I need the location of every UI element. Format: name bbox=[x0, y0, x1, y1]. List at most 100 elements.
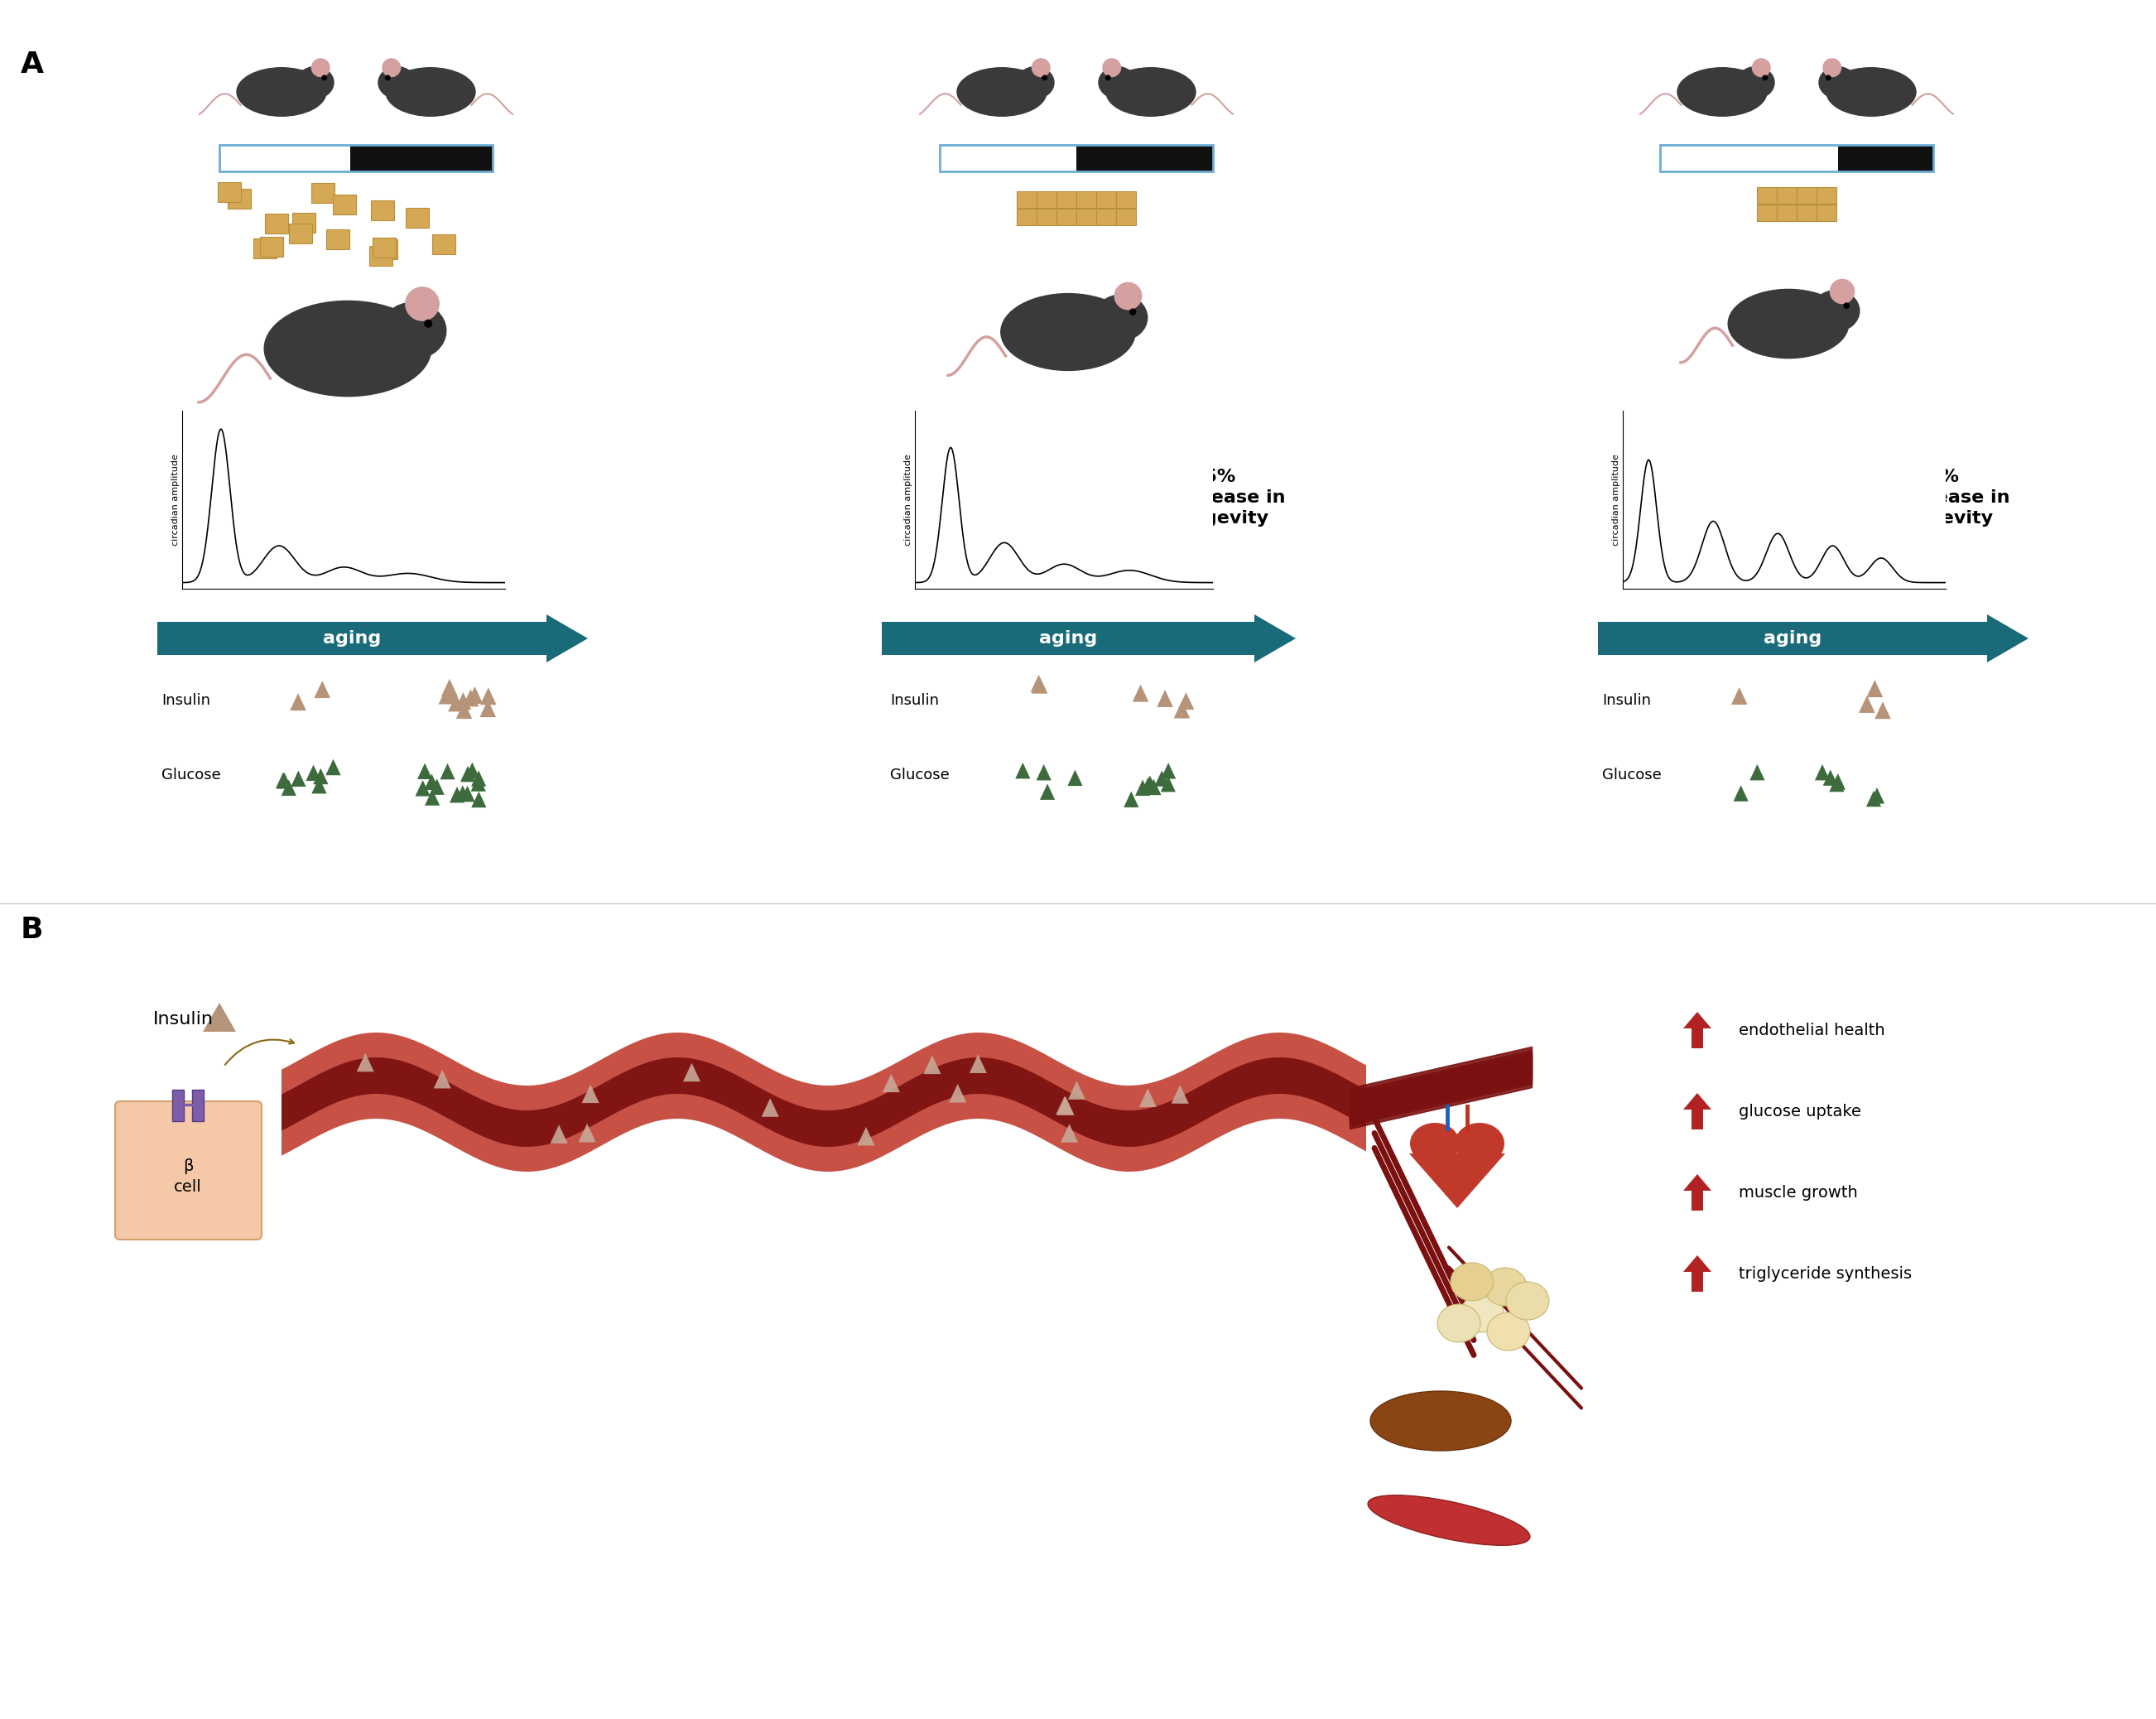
Text: glucose uptake: glucose uptake bbox=[1738, 1104, 1861, 1119]
Polygon shape bbox=[858, 1128, 875, 1145]
FancyBboxPatch shape bbox=[433, 234, 455, 254]
Polygon shape bbox=[442, 679, 457, 696]
Circle shape bbox=[382, 58, 401, 77]
Polygon shape bbox=[1067, 1081, 1084, 1100]
Polygon shape bbox=[470, 775, 485, 791]
FancyBboxPatch shape bbox=[1818, 205, 1837, 222]
Circle shape bbox=[313, 58, 330, 77]
FancyBboxPatch shape bbox=[1117, 191, 1136, 208]
Polygon shape bbox=[1160, 763, 1175, 779]
Ellipse shape bbox=[1483, 1267, 1526, 1306]
Polygon shape bbox=[1138, 1088, 1156, 1107]
Polygon shape bbox=[466, 686, 483, 703]
FancyBboxPatch shape bbox=[289, 223, 313, 244]
Text: Glucose: Glucose bbox=[162, 768, 220, 782]
Polygon shape bbox=[472, 770, 485, 786]
FancyBboxPatch shape bbox=[114, 1102, 261, 1239]
FancyBboxPatch shape bbox=[1796, 187, 1818, 203]
Polygon shape bbox=[282, 1033, 1367, 1172]
Bar bbox=[1837, 144, 1934, 172]
Text: Insulin: Insulin bbox=[1602, 693, 1651, 708]
FancyBboxPatch shape bbox=[1056, 191, 1076, 208]
Ellipse shape bbox=[377, 67, 416, 98]
Polygon shape bbox=[923, 1055, 940, 1074]
Bar bbox=[220, 144, 351, 172]
Bar bbox=[192, 1090, 203, 1121]
Circle shape bbox=[425, 320, 431, 327]
Ellipse shape bbox=[1018, 67, 1054, 98]
Polygon shape bbox=[683, 1062, 701, 1081]
Ellipse shape bbox=[1826, 67, 1917, 117]
FancyArrow shape bbox=[882, 614, 1296, 662]
Polygon shape bbox=[1828, 775, 1843, 792]
Polygon shape bbox=[578, 1124, 595, 1141]
Ellipse shape bbox=[1410, 1123, 1460, 1164]
Bar bbox=[1076, 144, 1214, 172]
FancyBboxPatch shape bbox=[1018, 191, 1037, 208]
FancyBboxPatch shape bbox=[1777, 205, 1796, 222]
Polygon shape bbox=[418, 763, 433, 779]
Ellipse shape bbox=[237, 67, 326, 117]
Polygon shape bbox=[1031, 676, 1048, 693]
Y-axis label: circadian amplitude: circadian amplitude bbox=[172, 454, 179, 545]
FancyBboxPatch shape bbox=[1818, 187, 1837, 203]
Ellipse shape bbox=[295, 67, 334, 98]
Ellipse shape bbox=[1451, 1263, 1494, 1301]
Polygon shape bbox=[276, 772, 291, 789]
Text: β
cell: β cell bbox=[175, 1159, 203, 1195]
Text: A: A bbox=[22, 50, 43, 79]
Polygon shape bbox=[289, 693, 306, 710]
Polygon shape bbox=[356, 1054, 373, 1071]
Polygon shape bbox=[315, 681, 330, 698]
FancyBboxPatch shape bbox=[226, 189, 250, 210]
Polygon shape bbox=[433, 1069, 451, 1088]
Text: Insulin: Insulin bbox=[162, 693, 211, 708]
FancyArrow shape bbox=[1598, 614, 2029, 662]
FancyBboxPatch shape bbox=[1117, 208, 1136, 225]
Polygon shape bbox=[459, 765, 474, 782]
FancyBboxPatch shape bbox=[371, 199, 395, 220]
Circle shape bbox=[1843, 303, 1850, 308]
Polygon shape bbox=[203, 1002, 235, 1031]
FancyBboxPatch shape bbox=[405, 208, 429, 227]
Polygon shape bbox=[1876, 701, 1891, 719]
FancyBboxPatch shape bbox=[1095, 191, 1117, 208]
Polygon shape bbox=[1067, 770, 1082, 786]
Circle shape bbox=[386, 76, 390, 81]
Polygon shape bbox=[472, 791, 487, 808]
Polygon shape bbox=[1751, 765, 1766, 780]
Ellipse shape bbox=[1000, 294, 1136, 371]
Ellipse shape bbox=[1820, 67, 1856, 98]
FancyArrow shape bbox=[1684, 1174, 1712, 1210]
Polygon shape bbox=[464, 689, 479, 707]
Polygon shape bbox=[1143, 775, 1158, 791]
Polygon shape bbox=[1869, 787, 1884, 804]
Polygon shape bbox=[416, 780, 431, 796]
Polygon shape bbox=[1731, 688, 1746, 705]
FancyBboxPatch shape bbox=[373, 237, 397, 258]
Polygon shape bbox=[291, 770, 306, 787]
Circle shape bbox=[1130, 309, 1136, 315]
FancyBboxPatch shape bbox=[1037, 191, 1056, 208]
Polygon shape bbox=[1056, 1097, 1074, 1114]
Polygon shape bbox=[550, 1124, 567, 1143]
Polygon shape bbox=[1123, 791, 1138, 808]
Bar bbox=[940, 144, 1214, 172]
Circle shape bbox=[1764, 76, 1768, 81]
Polygon shape bbox=[326, 760, 341, 775]
Bar bbox=[172, 1090, 183, 1121]
FancyBboxPatch shape bbox=[261, 237, 282, 256]
Polygon shape bbox=[448, 694, 464, 712]
FancyArrow shape bbox=[1684, 1093, 1712, 1129]
Ellipse shape bbox=[1677, 67, 1768, 117]
FancyBboxPatch shape bbox=[1076, 208, 1095, 225]
Polygon shape bbox=[1015, 763, 1031, 779]
Bar bbox=[351, 144, 492, 172]
FancyBboxPatch shape bbox=[293, 213, 315, 232]
Text: aging: aging bbox=[1039, 631, 1097, 646]
Circle shape bbox=[1830, 280, 1854, 304]
FancyBboxPatch shape bbox=[1757, 205, 1777, 222]
Polygon shape bbox=[1132, 684, 1149, 701]
FancyArrow shape bbox=[157, 614, 589, 662]
Polygon shape bbox=[459, 786, 474, 801]
